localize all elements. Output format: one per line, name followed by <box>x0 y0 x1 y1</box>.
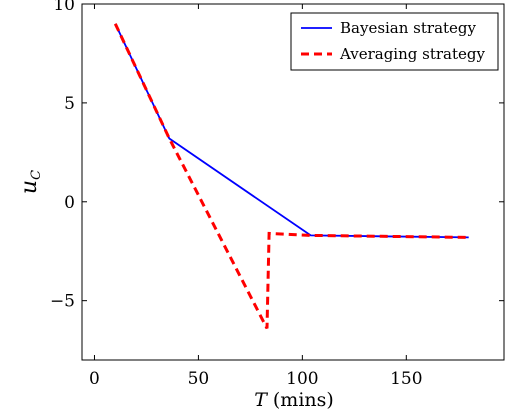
plot-area-frame <box>81 3 505 361</box>
x-tick-label: 50 <box>188 369 210 389</box>
x-tick-label: 100 <box>286 369 318 389</box>
series-line-bayesian <box>114 23 469 239</box>
legend-label-bayesian: Bayesian strategy <box>340 19 477 37</box>
legend-box <box>290 12 499 71</box>
y-tick-label: −5 <box>50 292 75 312</box>
series-layer <box>113 23 469 330</box>
y-axis-label: uC <box>17 170 44 194</box>
series-line-averaging <box>113 23 469 330</box>
x-axis-label: T (mins) <box>254 389 334 411</box>
legend: Bayesian strategy Averaging strategy <box>290 12 499 71</box>
legend-label-averaging: Averaging strategy <box>339 45 485 63</box>
x-tick-label: 0 <box>89 369 100 389</box>
x-tick-label: 150 <box>390 369 422 389</box>
ticks-group: 0 50 100 150 −5 0 5 10 <box>50 0 504 389</box>
y-tick-label: 5 <box>64 94 75 114</box>
y-tick-label: 0 <box>64 193 75 213</box>
y-tick-label: 10 <box>53 0 75 15</box>
